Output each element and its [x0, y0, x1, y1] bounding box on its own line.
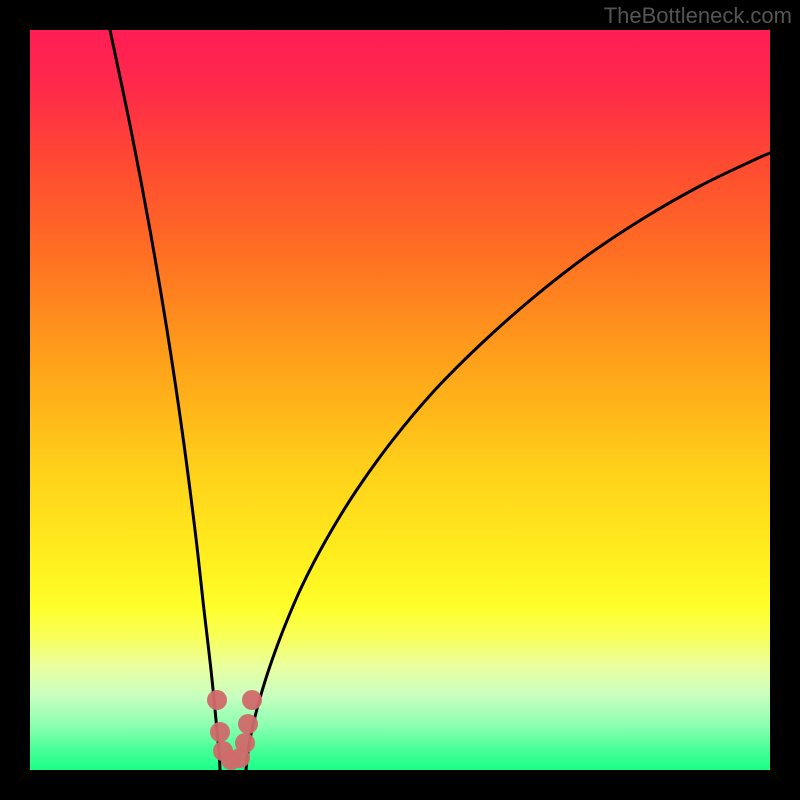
- chart-container: TheBottleneck.com: [0, 0, 800, 800]
- plot-background: [30, 30, 770, 770]
- data-marker: [235, 733, 255, 753]
- data-marker: [238, 714, 258, 734]
- watermark-text: TheBottleneck.com: [604, 3, 792, 29]
- data-marker: [207, 690, 227, 710]
- data-marker: [242, 690, 262, 710]
- data-marker: [210, 722, 230, 742]
- bottleneck-chart: [0, 0, 800, 800]
